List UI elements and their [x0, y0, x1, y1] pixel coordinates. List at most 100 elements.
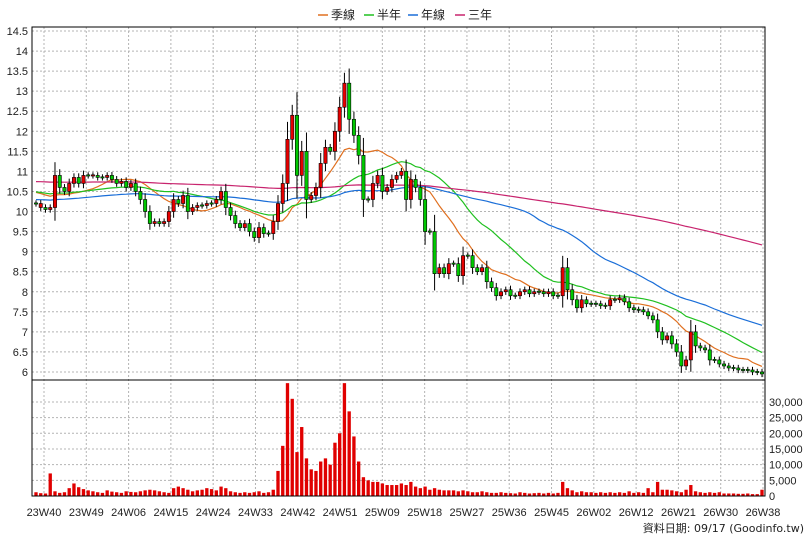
volume-tick-label: 10,000 [769, 460, 803, 472]
candle-body [456, 263, 461, 277]
price-tick-label: 8 [22, 287, 28, 299]
volume-bar [380, 483, 385, 496]
volume-bar [186, 489, 190, 496]
volume-bar [352, 436, 356, 496]
price-tick-label: 12 [16, 126, 28, 138]
volume-bar [679, 492, 683, 496]
volume-bar [328, 464, 332, 496]
candle-body [299, 151, 304, 176]
candle-body [290, 114, 295, 140]
candle-body [570, 289, 575, 301]
volume-bar [190, 491, 195, 496]
volume-bar [622, 492, 627, 496]
volume-bar [755, 494, 759, 496]
candle-body [636, 308, 641, 311]
candle-body [276, 203, 280, 222]
volume-bar [432, 488, 437, 496]
candle-body [703, 347, 708, 351]
volume-bar [39, 493, 43, 496]
candle-body [109, 175, 114, 180]
price-tick-label: 13.5 [7, 66, 28, 78]
candle-body [53, 175, 57, 208]
volume-bar [67, 488, 71, 496]
candle-body [86, 174, 91, 177]
volume-bar [632, 492, 636, 496]
volume-bar [105, 490, 109, 496]
volume-bar [651, 492, 655, 496]
x-tick-label: 26W02 [576, 507, 611, 519]
candle-body [532, 291, 537, 295]
volume-bar [167, 492, 171, 496]
price-tick-label: 14 [16, 46, 28, 58]
candle-body [546, 291, 551, 295]
price-tick-label: 9.5 [13, 227, 28, 239]
candle-body [660, 331, 665, 341]
volume-bar [466, 491, 470, 496]
legend-item-threeyear: 三年 [455, 8, 492, 22]
volume-bar [200, 489, 204, 496]
volume-bar [698, 492, 702, 496]
candle-body [731, 367, 736, 369]
x-tick-label: 25W18 [407, 507, 442, 519]
volume-bar [133, 492, 138, 496]
candle-body [105, 175, 110, 178]
price-tick-label: 6.5 [13, 347, 28, 359]
candle-body [522, 289, 527, 293]
candle-body [560, 267, 565, 297]
volume-bar [708, 492, 712, 496]
candle-body [608, 299, 613, 307]
candle-body [622, 297, 627, 303]
volume-bar [504, 492, 508, 496]
candle-body [413, 179, 418, 188]
candle-body [133, 183, 138, 192]
x-tick-label: 24W24 [196, 507, 231, 519]
volume-bar [551, 493, 555, 496]
x-tick-label: 26W30 [703, 507, 738, 519]
candle-body [722, 363, 726, 367]
volume-bar [342, 383, 347, 496]
volume-bar [447, 490, 451, 496]
candle-body [717, 359, 722, 365]
candle-body [650, 315, 655, 321]
candle-body [494, 287, 499, 297]
volume-bar [62, 492, 67, 496]
candle-body [503, 289, 508, 293]
volume-bar [442, 490, 446, 496]
candle-body [375, 175, 380, 184]
price-tick-label: 9 [22, 247, 28, 259]
x-tick-label: 24W15 [153, 507, 188, 519]
x-tick-label: 26W38 [746, 507, 781, 519]
candle-body [669, 335, 674, 345]
candle-body [81, 175, 86, 184]
volume-bar [717, 492, 721, 496]
volume-bar [276, 470, 280, 496]
candle-body [280, 183, 285, 204]
volume-tick-label: 5,000 [769, 475, 797, 487]
volume-bar [361, 477, 366, 496]
volume-bar [224, 488, 228, 496]
x-tick-label: 24W51 [323, 507, 358, 519]
volume-bar [428, 489, 432, 496]
legend-label-halfyear: 半年 [377, 8, 401, 22]
volume-bar [746, 493, 750, 496]
volume-bar [119, 492, 124, 496]
volume-bar [138, 491, 143, 496]
candle-body [323, 147, 328, 164]
ma-line-year [35, 185, 763, 326]
volume-bar [157, 491, 162, 496]
volume-bar [371, 481, 375, 496]
volume-bar [96, 492, 100, 496]
price-tick-label: 11 [17, 166, 28, 178]
candle-body [181, 195, 186, 204]
candle-body [627, 301, 632, 309]
volume-bar [727, 493, 731, 496]
volume-bar [300, 427, 304, 496]
volume-bar [58, 492, 62, 496]
price-tick-label: 11.5 [7, 146, 28, 158]
candle-body [679, 351, 684, 367]
candle-body [332, 130, 337, 152]
volume-bar [527, 493, 532, 496]
legend-item-year: 年線 [408, 7, 445, 22]
candle-body [527, 289, 532, 295]
candle-body [271, 221, 276, 234]
